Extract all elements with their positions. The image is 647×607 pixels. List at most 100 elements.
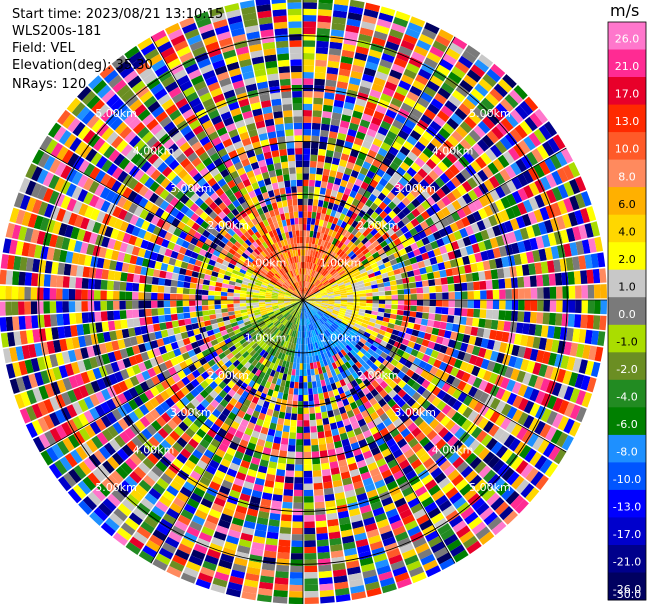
velocity-gate	[450, 176, 462, 188]
velocity-gate	[504, 132, 518, 147]
velocity-gate	[359, 293, 367, 297]
velocity-gate	[312, 116, 322, 124]
velocity-gate	[337, 74, 350, 83]
velocity-gate	[323, 372, 329, 380]
velocity-gate	[461, 419, 473, 431]
velocity-gate	[424, 347, 434, 356]
velocity-gate	[258, 356, 266, 364]
velocity-gate	[151, 292, 158, 300]
velocity-gate	[295, 318, 299, 325]
velocity-gate	[267, 525, 280, 533]
velocity-gate	[320, 379, 326, 387]
velocity-gate	[428, 313, 436, 321]
velocity-gate	[151, 308, 159, 316]
velocity-gate	[335, 360, 341, 368]
velocity-gate	[400, 365, 410, 374]
velocity-gate	[378, 300, 386, 304]
velocity-gate	[169, 293, 177, 300]
velocity-gate	[290, 296, 297, 299]
velocity-gate	[499, 209, 510, 222]
velocity-gate	[312, 263, 317, 271]
velocity-gate	[397, 294, 405, 300]
velocity-gate	[193, 328, 201, 336]
velocity-gate	[170, 404, 181, 415]
velocity-gate	[563, 418, 575, 434]
velocity-gate	[371, 83, 384, 93]
velocity-gate	[275, 329, 281, 336]
velocity-gate	[330, 29, 345, 38]
velocity-gate	[321, 304, 328, 308]
velocity-gate	[32, 329, 41, 343]
velocity-gate	[262, 420, 271, 429]
velocity-gate	[358, 283, 365, 288]
velocity-gate	[477, 169, 489, 182]
velocity-gate	[170, 383, 180, 394]
velocity-gate	[384, 261, 392, 268]
velocity-gate	[372, 296, 379, 300]
velocity-gate	[530, 287, 538, 299]
velocity-gate	[327, 60, 340, 69]
velocity-gate	[504, 94, 519, 109]
velocity-gate	[343, 315, 351, 321]
velocity-gate	[315, 295, 322, 298]
velocity-gate	[82, 129, 96, 144]
velocity-gate	[279, 405, 287, 413]
velocity-gate	[392, 394, 402, 404]
velocity-gate	[254, 477, 265, 486]
velocity-gate	[303, 46, 315, 54]
velocity-gate	[50, 314, 58, 327]
velocity-gate	[290, 309, 295, 315]
velocity-gate	[357, 265, 365, 271]
velocity-gate	[494, 501, 509, 516]
velocity-gate	[417, 168, 428, 179]
velocity-gate	[157, 427, 169, 439]
velocity-gate	[188, 555, 204, 567]
velocity-gate	[403, 231, 413, 240]
velocity-gate	[527, 167, 540, 181]
velocity-gate	[106, 280, 114, 291]
velocity-gate	[363, 262, 371, 268]
velocity-gate	[361, 204, 370, 213]
velocity-gate	[260, 406, 268, 415]
velocity-gate	[377, 355, 385, 364]
velocity-gate	[139, 317, 147, 326]
velocity-gate	[310, 160, 317, 168]
velocity-gate	[303, 204, 308, 212]
velocity-gate	[222, 260, 230, 267]
velocity-gate	[378, 329, 386, 336]
velocity-gate	[332, 286, 340, 291]
velocity-gate	[587, 284, 595, 299]
velocity-gate	[297, 331, 300, 338]
velocity-gate	[359, 337, 367, 345]
velocity-gate	[284, 282, 290, 288]
velocity-gate	[371, 307, 379, 312]
velocity-gate	[100, 301, 107, 311]
velocity-gate	[382, 157, 392, 167]
velocity-gate	[332, 479, 343, 488]
velocity-gate	[298, 344, 301, 351]
velocity-gate	[523, 276, 531, 288]
velocity-gate	[391, 63, 405, 74]
velocity-gate	[471, 345, 481, 356]
velocity-gate	[218, 389, 228, 399]
velocity-gate	[337, 335, 344, 343]
velocity-gate	[291, 295, 298, 298]
velocity-gate	[119, 310, 127, 320]
velocity-gate	[207, 443, 218, 454]
velocity-gate	[284, 303, 291, 306]
velocity-gate	[378, 307, 385, 313]
velocity-gate	[340, 471, 351, 480]
velocity-gate	[433, 115, 446, 127]
velocity-gate	[567, 271, 575, 285]
velocity-gate	[524, 288, 531, 299]
velocity-gate	[191, 369, 201, 379]
velocity-gate	[243, 481, 254, 490]
velocity-gate	[475, 526, 491, 540]
velocity-gate	[457, 391, 468, 403]
velocity-gate	[382, 244, 391, 253]
velocity-gate	[353, 238, 361, 246]
velocity-gate	[340, 322, 347, 328]
velocity-gate	[477, 120, 491, 134]
velocity-gate	[299, 331, 302, 338]
velocity-gate	[159, 270, 167, 279]
